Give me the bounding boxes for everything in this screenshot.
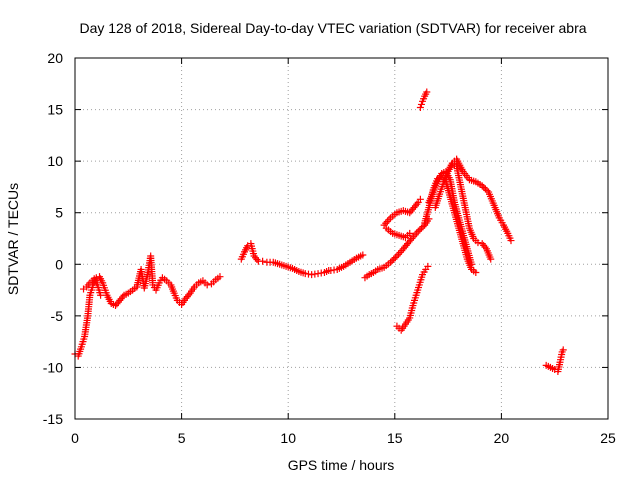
data-point — [481, 185, 489, 193]
data-point — [487, 255, 495, 263]
data-point — [383, 217, 391, 225]
y-tick-label: -5 — [51, 308, 64, 324]
data-point — [414, 227, 422, 235]
grid — [75, 58, 608, 419]
y-tick-label: 5 — [55, 205, 63, 221]
data-point — [395, 250, 403, 258]
x-tick-label: 25 — [600, 430, 616, 446]
data-point — [481, 243, 489, 251]
data-point — [253, 255, 261, 263]
data-point — [472, 269, 480, 277]
data-point — [119, 293, 127, 301]
x-tick-label: 5 — [178, 430, 186, 446]
data-point — [411, 231, 419, 239]
data-point — [359, 251, 367, 259]
y-tick-label: -15 — [43, 411, 63, 427]
data-point — [185, 291, 193, 299]
data-point — [203, 281, 211, 289]
data-point — [413, 229, 421, 237]
x-tick-label: 20 — [494, 430, 510, 446]
data-point — [387, 258, 395, 266]
data-point — [416, 226, 424, 234]
y-tick-label: 10 — [47, 153, 63, 169]
y-axis-label: SDTVAR / TECUs — [5, 183, 21, 295]
data-point — [559, 346, 567, 354]
x-tick-label: 15 — [387, 430, 403, 446]
data-point — [385, 216, 393, 224]
chart-title: Day 128 of 2018, Sidereal Day-to-day VTE… — [79, 20, 586, 36]
data-point — [419, 223, 427, 231]
data-point — [480, 183, 488, 191]
y-tick-label: 15 — [47, 102, 63, 118]
data-points — [71, 88, 567, 376]
data-point — [413, 200, 421, 208]
data-point — [416, 104, 424, 112]
data-point — [97, 291, 105, 299]
data-point — [216, 273, 224, 281]
data-point — [483, 187, 491, 195]
data-point — [390, 255, 398, 263]
data-point — [417, 224, 425, 232]
x-tick-label: 0 — [71, 430, 79, 446]
data-point — [507, 237, 515, 245]
x-axis-label: GPS time / hours — [288, 457, 395, 473]
data-point — [417, 100, 425, 108]
y-tick-label: 20 — [47, 50, 63, 66]
data-point — [478, 182, 486, 190]
data-point — [388, 257, 396, 265]
data-point — [423, 88, 431, 96]
data-point — [406, 229, 414, 237]
y-tick-label: 0 — [55, 256, 63, 272]
x-tick-label: 10 — [280, 430, 296, 446]
data-point — [416, 195, 424, 203]
data-point — [391, 254, 399, 262]
y-tick-label: -10 — [43, 359, 63, 375]
data-point — [474, 239, 482, 247]
data-point — [424, 262, 432, 270]
data-point — [259, 257, 267, 265]
plot-frame — [74, 57, 609, 420]
axes: 0 5 10 15 20 25 -15 -10 -5 0 5 10 15 20 — [43, 50, 616, 446]
data-point — [396, 248, 404, 256]
data-point — [406, 236, 414, 244]
